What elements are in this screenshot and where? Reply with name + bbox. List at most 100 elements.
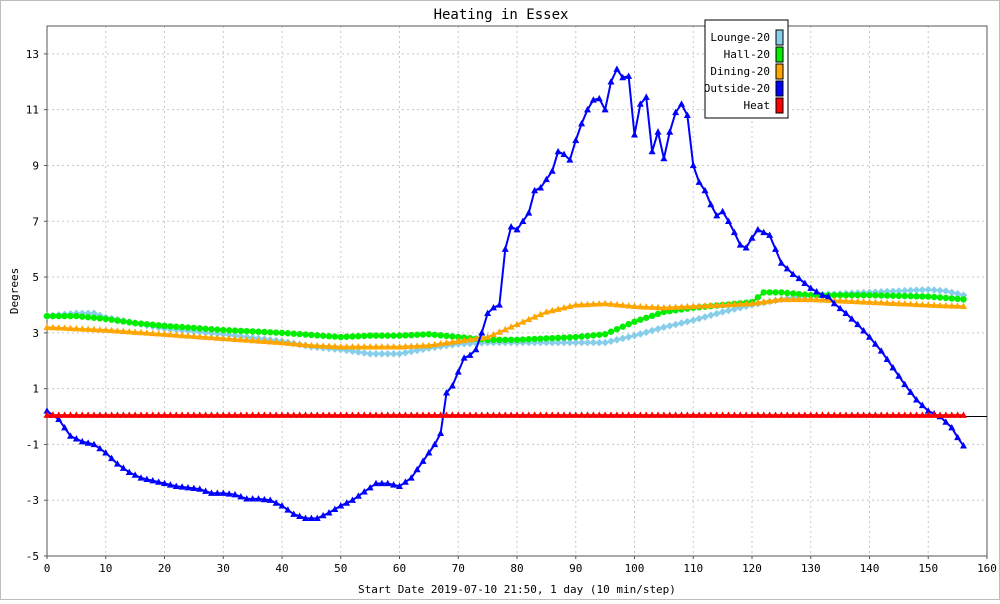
data-point-outside-20: [137, 474, 145, 481]
data-point-heat: [830, 411, 838, 418]
data-point-heat: [807, 411, 815, 418]
data-point-dining-20: [49, 323, 57, 331]
data-point-heat: [172, 411, 180, 418]
data-point-hall-20: [936, 294, 944, 301]
data-point-heat: [231, 411, 239, 418]
data-point-heat: [155, 411, 163, 418]
data-point-hall-20: [284, 330, 292, 337]
x-tick-label: 100: [625, 562, 645, 575]
data-point-dining-20: [689, 302, 697, 310]
data-point-heat: [642, 411, 650, 418]
data-point-outside-20: [513, 225, 521, 233]
data-point-dining-20: [913, 300, 920, 308]
data-point-heat: [431, 411, 439, 418]
data-point-heat: [754, 411, 762, 418]
x-tick-label: 140: [860, 562, 880, 575]
data-point-hall-20: [126, 319, 133, 326]
data-point-outside-20: [701, 186, 709, 194]
data-point-outside-20: [161, 479, 168, 487]
data-point-hall-20: [578, 333, 585, 340]
data-point-hall-20: [43, 312, 51, 320]
data-point-hall-20: [331, 333, 339, 340]
data-point-lounge-20: [607, 337, 615, 346]
data-point-dining-20: [871, 298, 879, 306]
data-point-heat: [795, 411, 803, 418]
data-point-dining-20: [413, 342, 421, 349]
data-point-hall-20: [314, 332, 321, 339]
data-point-outside-20: [78, 437, 86, 445]
x-tick-label: 110: [683, 562, 703, 575]
data-point-outside-20: [349, 496, 356, 503]
data-point-hall-20: [872, 292, 879, 299]
data-point-outside-20: [249, 495, 257, 502]
data-point-hall-20: [114, 317, 121, 324]
data-point-heat: [625, 411, 633, 418]
data-point-outside-20: [125, 468, 133, 476]
data-point-hall-20: [566, 334, 574, 341]
data-point-outside-20: [278, 502, 286, 509]
data-point-outside-20: [219, 489, 227, 496]
data-point-dining-20: [683, 302, 691, 310]
data-point-hall-20: [302, 331, 309, 338]
data-point-lounge-20: [947, 288, 956, 297]
data-point-outside-20: [378, 479, 386, 487]
data-point-dining-20: [237, 335, 245, 343]
data-point-lounge-20: [448, 341, 457, 349]
data-point-outside-20: [901, 380, 909, 388]
data-point-heat: [589, 411, 597, 418]
data-point-heat: [278, 411, 286, 418]
data-point-hall-20: [848, 291, 856, 299]
data-point-outside-20: [554, 147, 562, 155]
data-point-dining-20: [454, 337, 462, 344]
data-point-hall-20: [67, 312, 74, 320]
data-point-outside-20: [407, 474, 415, 481]
data-point-outside-20: [595, 94, 603, 102]
data-point-dining-20: [748, 299, 756, 307]
data-point-outside-20: [918, 401, 926, 409]
data-point-dining-20: [842, 297, 850, 304]
data-point-hall-20: [408, 331, 415, 339]
data-point-hall-20: [361, 332, 368, 340]
data-point-outside-20: [55, 415, 63, 423]
data-point-outside-20: [548, 167, 556, 174]
data-point-outside-20: [108, 454, 116, 462]
data-point-lounge-20: [566, 338, 574, 347]
data-point-dining-20: [331, 342, 339, 350]
data-point-dining-20: [114, 327, 121, 334]
data-point-dining-20: [513, 320, 521, 328]
data-point-heat: [824, 411, 832, 418]
data-point-heat: [578, 411, 586, 418]
data-point-outside-20: [384, 479, 392, 487]
x-tick-label: 50: [334, 562, 347, 575]
data-point-hall-20: [878, 292, 885, 299]
data-point-hall-20: [648, 312, 656, 320]
data-point-lounge-20: [589, 338, 598, 347]
data-point-outside-20: [401, 478, 409, 485]
data-point-hall-20: [519, 336, 527, 343]
data-point-dining-20: [219, 334, 227, 342]
data-point-heat: [748, 411, 756, 418]
series-layer: [43, 65, 968, 522]
data-point-heat: [766, 411, 774, 418]
data-point-dining-20: [666, 303, 674, 311]
data-point-lounge-20: [642, 328, 651, 337]
data-point-heat: [208, 411, 215, 418]
data-point-lounge-20: [577, 338, 586, 347]
data-point-heat: [866, 411, 873, 418]
y-tick-label: 11: [26, 104, 39, 117]
data-point-outside-20: [190, 484, 198, 492]
data-point-outside-20: [742, 244, 750, 251]
data-point-heat: [178, 411, 186, 418]
data-point-outside-20: [448, 382, 456, 389]
data-point-dining-20: [384, 343, 392, 350]
data-point-outside-20: [419, 457, 427, 464]
data-point-heat: [472, 411, 480, 418]
data-point-outside-20: [836, 304, 844, 312]
data-point-heat: [501, 411, 509, 418]
data-point-lounge-20: [959, 291, 968, 299]
legend-label-dining-20: Dining-20: [710, 65, 770, 78]
data-point-dining-20: [266, 338, 274, 345]
data-point-dining-20: [819, 296, 826, 303]
data-point-heat: [854, 411, 862, 418]
data-point-hall-20: [261, 328, 268, 336]
